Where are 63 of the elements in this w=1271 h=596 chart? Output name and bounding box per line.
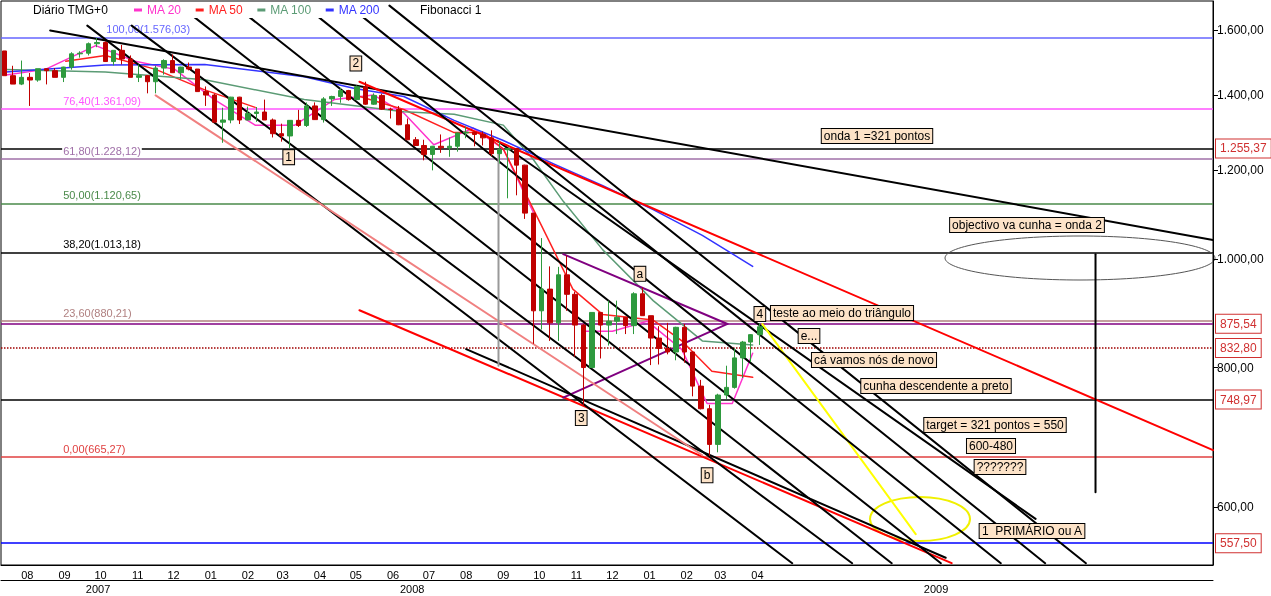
x-tick-label: 10: [94, 568, 107, 581]
annotation: e...: [800, 329, 818, 343]
annotation: 0,00(665,27): [63, 442, 126, 455]
x-tick-label: 11: [131, 568, 144, 581]
x-tick-label: 05: [349, 568, 362, 581]
annotation: 2: [352, 56, 360, 71]
legend-label: MA 100: [270, 3, 312, 17]
annotation: 38,20(1.013,18): [63, 238, 141, 251]
y-tick-label: 1.600,00: [1217, 23, 1265, 38]
annotation: 600-480: [968, 439, 1014, 453]
x2-tick-label: 2007: [85, 582, 111, 595]
annotation: cunha descendente a preto: [863, 379, 1010, 393]
ref-line-label: 875,54: [1220, 316, 1258, 331]
annotation: teste ao meio do triângulo: [772, 306, 912, 320]
annotation: 23,60(880,21): [63, 306, 132, 319]
annotation: 50,00(1.120,65): [63, 189, 141, 202]
annotation: a: [636, 266, 644, 281]
annotation: ???????: [976, 460, 1024, 474]
x-tick-label: 07: [422, 568, 436, 581]
legend-label: MA 20: [147, 3, 182, 17]
annotation: cá vamos nós de novo: [813, 353, 935, 367]
annotation: Fibonacci 1: [420, 3, 482, 17]
annotation: target = 321 pontos = 550: [926, 418, 1065, 432]
x-tick-label: 09: [58, 568, 71, 581]
y-tick-label: 1.000,00: [1217, 252, 1265, 267]
x2-tick-label: 2008: [399, 582, 425, 595]
legend-label: MA 200: [338, 3, 380, 17]
ref-line-label: 1.255,37: [1220, 141, 1268, 156]
x-tick-label: 09: [497, 568, 510, 581]
annotation: 76,40(1.361,09): [63, 94, 141, 107]
annotation: 1 PRIMÁRIO ou A: [981, 523, 1083, 538]
ref-line-label: 748,97: [1220, 392, 1258, 407]
annotation: 61,80(1.228,12): [63, 144, 141, 157]
chart-title: Diário TMG+0: [33, 3, 109, 17]
annotation: b: [703, 468, 711, 483]
x-tick-label: 12: [606, 568, 619, 581]
x-tick-label: 08: [460, 568, 473, 581]
y-tick-label: 1.200,00: [1217, 163, 1265, 178]
ref-line-label: 832,80: [1220, 340, 1258, 355]
y-tick-label: 800,00: [1217, 360, 1255, 375]
annotation: onda 1 =321 pontos: [823, 129, 931, 143]
x-tick-label: 04: [751, 568, 764, 581]
annotation: 1: [285, 150, 293, 165]
y-tick-label: 600,00: [1217, 500, 1255, 515]
x-tick-label: 10: [533, 568, 546, 581]
x-tick-label: 01: [204, 568, 217, 581]
x-tick-label: 03: [714, 568, 727, 581]
annotation: 4: [756, 307, 764, 322]
x-tick-label: 03: [276, 568, 289, 581]
x-tick-label: 02: [241, 568, 255, 581]
y-tick-label: 1.400,00: [1217, 88, 1265, 103]
x-tick-label: 08: [21, 568, 34, 581]
annotation: 3: [577, 411, 585, 426]
x-tick-label: 01: [643, 568, 656, 581]
x-tick-label: 06: [386, 568, 400, 581]
x-tick-label: 12: [167, 568, 180, 581]
legend-label: MA 50: [208, 3, 244, 17]
ref-line-label: 557,50: [1220, 536, 1258, 551]
x-tick-label: 04: [313, 568, 327, 581]
annotation: objectivo va cunha = onda 2: [952, 218, 1103, 232]
x-tick-label: 02: [680, 568, 693, 581]
x-tick-label: 11: [570, 568, 583, 581]
x2-tick-label: 2009: [923, 582, 949, 595]
